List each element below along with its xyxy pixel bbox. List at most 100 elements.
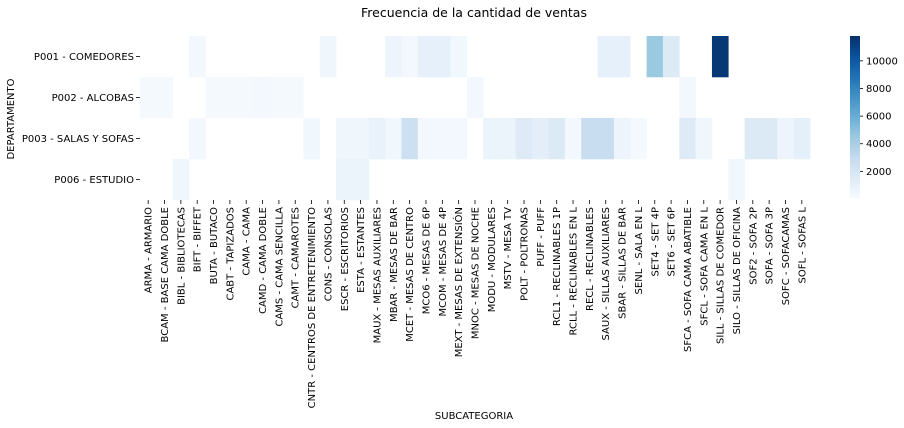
colorbar-tick-label: 6000 [866, 112, 891, 123]
x-tick-label: SOFL - SOFAS L [797, 207, 808, 284]
heatmap-cell [597, 118, 615, 160]
x-tick-label: BCAM - BASE CAMA DOBLE [160, 207, 171, 342]
heatmap-cell [172, 159, 190, 201]
heatmap-cell [744, 118, 762, 160]
x-tick-label: SENL - SALA EN L [634, 207, 645, 295]
chart-title: Frecuencia de la cantidad de ventas [361, 5, 587, 20]
x-tick-label: RCL1 - RECLINABLES 1P [552, 207, 563, 326]
y-tick-label: P003 - SALAS Y SOFAS [22, 134, 134, 145]
heatmap-cell [352, 159, 370, 201]
heatmap-cell [303, 118, 321, 160]
heatmap-cell [711, 36, 729, 78]
heatmap-cell [205, 77, 223, 119]
colorbar-tick-label: 4000 [866, 139, 891, 150]
heatmap-cell [679, 77, 696, 119]
heatmap-cell [287, 77, 304, 119]
x-tick-label: CAMT - CAMAROTES [291, 207, 302, 308]
heatmap-cell [662, 36, 680, 78]
x-tick-label: SFCL - SOFA CAMA EN L [699, 207, 710, 326]
x-tick-label: SOFC - SOFACAMAS [781, 207, 792, 305]
heatmap-cell [564, 118, 582, 160]
heatmap-cell [760, 118, 778, 160]
heatmap-cell [319, 36, 337, 78]
heatmap-cell [777, 118, 794, 160]
heatmap-cell [417, 118, 435, 160]
colorbar-ticks: 2000 4000 6000 8000 10000 [860, 56, 898, 178]
heatmap-cell [679, 118, 696, 160]
heatmap-cell [483, 118, 500, 160]
x-tick-label: SBAR - SILLAS DE BAR [618, 207, 629, 319]
x-tick-label: MCET - MESAS DE CENTRO [405, 207, 416, 342]
heatmap-cell [189, 36, 206, 78]
heatmap-cell [613, 36, 631, 78]
x-tick-label: SOF2 - SOFA 2P [748, 207, 759, 285]
heatmap-cell [695, 118, 713, 160]
x-tick-label: MAUX - MESAS AUXILIARES [372, 207, 383, 343]
heatmap-cell [270, 77, 288, 119]
heatmap-cell [238, 77, 255, 119]
x-tick-label: RECL - RECLINABLES [585, 207, 596, 311]
heatmap-cell [434, 36, 451, 78]
heatmap-cell [450, 36, 468, 78]
x-tick-label: SAUX - SILLAS AUXILIARES [601, 207, 612, 340]
x-tick-label: PUFF - PUFF [536, 207, 547, 267]
x-tick-label: SILL - SILLAS DE COMEDOR [716, 207, 727, 344]
heatmap-cell [466, 77, 484, 119]
x-tick-labels: ARMA - ARMARIO BCAM - BASE CAMA DOBLE BIBL… [144, 200, 808, 408]
heatmap-cell [336, 159, 353, 201]
heatmap-cell [156, 77, 173, 119]
x-tick-label: SFCA - SOFA CAMA ABATIBLE [683, 207, 694, 352]
heatmap-cell [646, 36, 664, 78]
x-tick-label: ESTA - ESTANTES [356, 207, 367, 293]
heatmap-cell [401, 118, 419, 160]
x-tick-label: SOFA - SOFA 3P [765, 207, 776, 284]
heatmap-cell [728, 159, 745, 201]
x-tick-label: RCLL - RECLINABLES EN L [569, 207, 580, 336]
x-tick-label: MSTV - MESA TV [503, 207, 514, 289]
heatmap-cell [597, 36, 615, 78]
heatmap-cell [532, 118, 549, 160]
heatmap-cell [221, 77, 239, 119]
y-tick-label: P006 - ESTUDIO [54, 175, 134, 186]
x-tick-label: BIBL - BIBLIOTECAS [176, 207, 187, 305]
y-tick-label: P001 - COMEDORES [34, 52, 134, 63]
colorbar [850, 36, 860, 199]
heatmap-cell [189, 118, 206, 160]
heatmap-cell [548, 118, 566, 160]
heatmap-cell [499, 118, 517, 160]
x-tick-label: CABT - TAPIZADOS [225, 207, 236, 301]
x-tick-label: MEXT - MESAS DE EXTENSIÓN [452, 207, 465, 357]
x-tick-label: MNOC - MESAS DE NOCHE [471, 207, 482, 339]
x-tick-label: MCOM - MESAS DE 4P [438, 207, 449, 317]
heatmap-cells [140, 36, 811, 201]
x-tick-label: SILO - SILLAS DE OFICINA [732, 207, 743, 335]
x-tick-label: SET6 - SET 6P [667, 207, 678, 276]
x-tick-label: BIFT - BIFFET [193, 206, 204, 272]
colorbar-tick-label: 2000 [866, 167, 891, 178]
x-tick-label: CAMA - CAMA [242, 207, 253, 276]
heatmap-cell [368, 118, 386, 160]
heatmap-cell [140, 77, 157, 119]
heatmap-cell [385, 36, 402, 78]
colorbar-tick-label: 8000 [866, 84, 891, 95]
colorbar-tick-label: 10000 [866, 56, 898, 67]
x-tick-label: ESCR - ESCRITORIOS [340, 207, 351, 311]
x-tick-label: CAMD - CAMA DOBLE [258, 207, 269, 314]
x-tick-label: CNTR - CENTROS DE ENTRETENIMIENTO [307, 207, 318, 408]
heatmap-cell [385, 118, 402, 160]
x-tick-label: SET4 - SET 4P [650, 207, 661, 276]
heatmap-cell [352, 118, 370, 160]
x-tick-label: POLT - POLTRONAS [520, 207, 531, 301]
x-axis-label: SUBCATEGORIA [435, 411, 513, 422]
y-axis-label: DEPARTAMENTO [6, 78, 17, 159]
heatmap-cell [336, 118, 353, 160]
heatmap-cell [581, 118, 598, 160]
heatmap-cell [793, 118, 811, 160]
heatmap-cell [254, 77, 272, 119]
x-tick-label: MBAR - MESAS DE BAR [389, 207, 400, 322]
x-tick-label: CONS - CONSOLAS [323, 207, 334, 301]
x-tick-label: ARMA - ARMARIO [144, 207, 155, 293]
heatmap-cell [401, 36, 419, 78]
x-tick-label: BUTA - BUTACO [209, 207, 220, 284]
